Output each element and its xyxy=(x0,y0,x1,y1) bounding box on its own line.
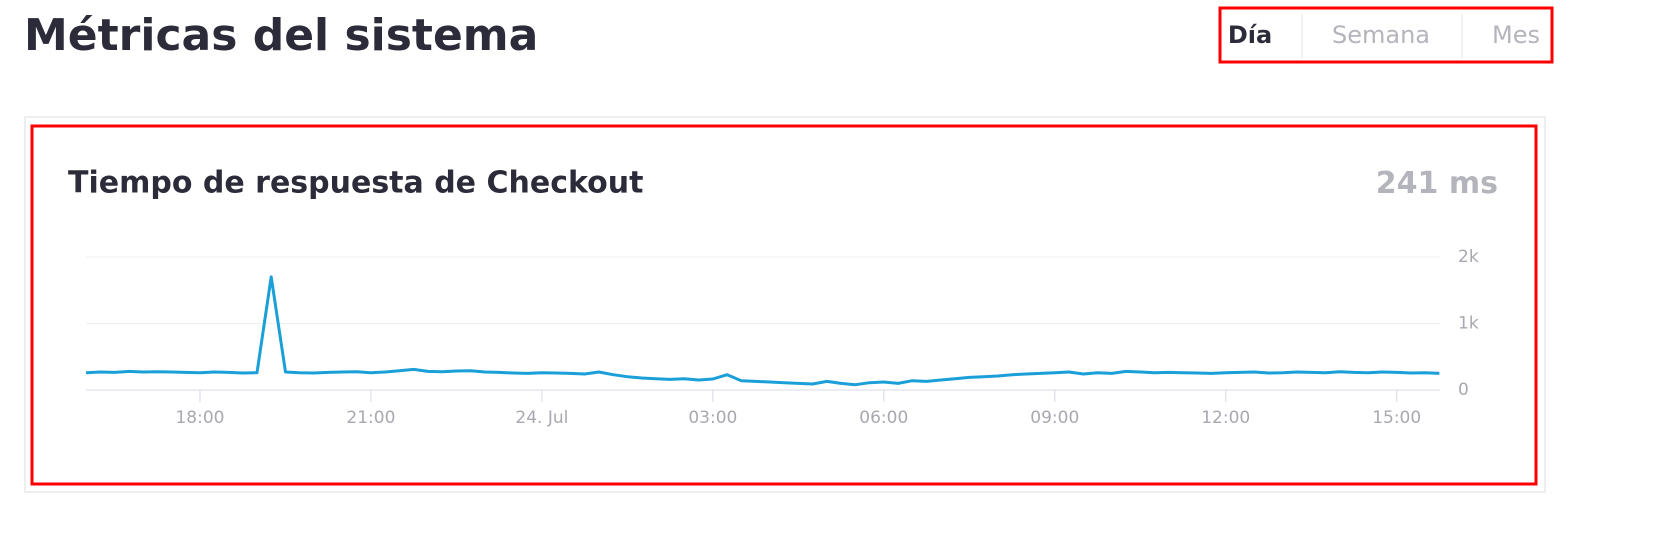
x-tick-label: 03:00 xyxy=(688,408,737,428)
tab[interactable]: Mes xyxy=(1492,21,1540,49)
x-tick-label: 24. Jul xyxy=(515,408,568,428)
x-tick-label: 21:00 xyxy=(346,408,395,428)
card xyxy=(24,116,1546,493)
value: 241 xyxy=(1376,166,1439,201)
y-tick-label: 1k xyxy=(1458,314,1479,334)
x-tick-label: 06:00 xyxy=(859,408,908,428)
highlight-box xyxy=(1218,6,1554,64)
current-value: 241 ms xyxy=(1376,166,1498,201)
line xyxy=(85,275,1440,387)
x-tick-label: 18:00 xyxy=(175,408,224,428)
x-tick-label: 15:00 xyxy=(1372,408,1421,428)
y-tick-label: 2k xyxy=(1458,247,1479,267)
x-tick-label: 09:00 xyxy=(1030,408,1079,428)
unit: ms xyxy=(1449,166,1498,201)
page-title: Métricas del sistema xyxy=(24,10,538,61)
x-tick-label: 12:00 xyxy=(1201,408,1250,428)
chart-title: Tiempo de respuesta de Checkout xyxy=(68,166,643,201)
y-tick-label: 0 xyxy=(1458,380,1469,400)
tab[interactable]: Semana xyxy=(1332,21,1430,49)
highlight-box xyxy=(30,124,1538,486)
tab[interactable]: Día xyxy=(1228,21,1272,49)
